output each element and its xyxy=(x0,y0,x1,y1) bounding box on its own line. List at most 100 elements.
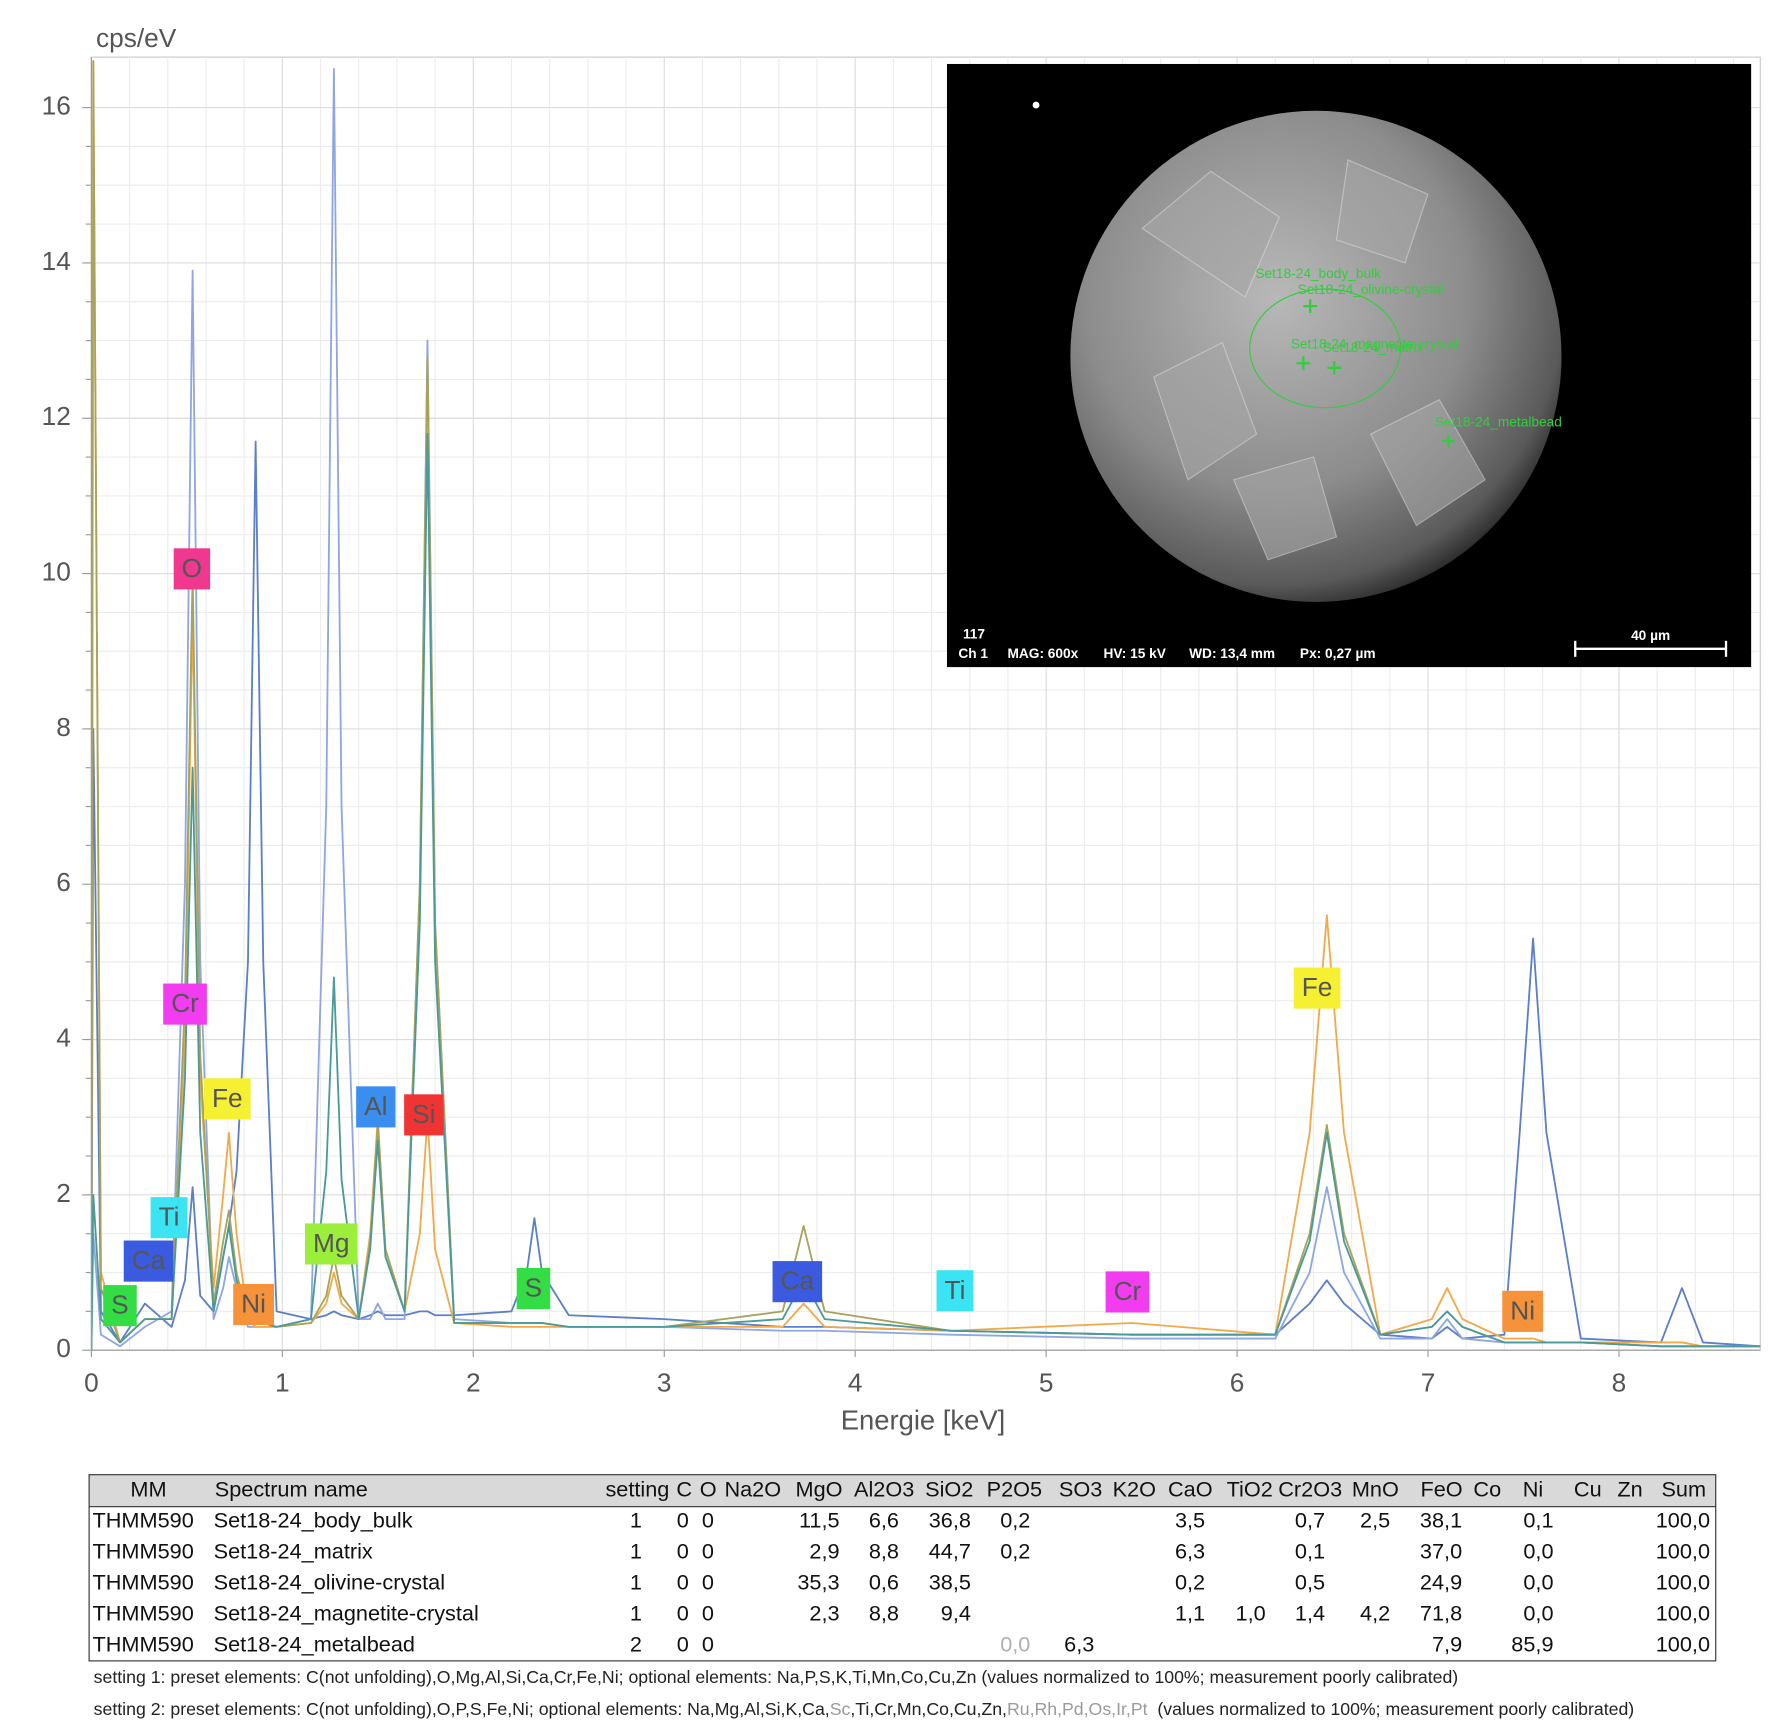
element-label-text: Al xyxy=(364,1091,387,1121)
element-label: Ni xyxy=(233,1283,275,1326)
y-tick-label: 6 xyxy=(56,867,71,897)
table-cell: 8,8 xyxy=(869,1600,899,1625)
sem-image: 40 µm Set18-24_body_bulkSet18-24_olivine… xyxy=(946,63,1752,668)
table-cell: 0 xyxy=(677,1538,689,1563)
element-label-text: Cr xyxy=(171,988,199,1018)
table-note-part: (values normalized to 100%; measurement … xyxy=(1148,1699,1635,1719)
table-cell: 0,5 xyxy=(1295,1569,1325,1594)
table-header-cell: Co xyxy=(1473,1476,1501,1501)
element-label-text: S xyxy=(525,1273,543,1303)
table-header-cell: Ni xyxy=(1523,1476,1543,1501)
element-label: Mg xyxy=(305,1223,358,1265)
element-label-box xyxy=(1105,1271,1150,1313)
table-header-bg xyxy=(89,1474,1716,1507)
y-tick-label: 10 xyxy=(42,557,71,587)
element-label: Ni xyxy=(1502,1290,1544,1332)
table-border xyxy=(88,1474,1717,1662)
table-cell: 100,0 xyxy=(1656,1538,1710,1563)
table-cell: 0,6 xyxy=(869,1569,899,1594)
table-cell: 1,1 xyxy=(1175,1600,1205,1625)
element-label-box xyxy=(404,1094,444,1136)
table-cell: 0,0 xyxy=(1523,1538,1553,1563)
table-header-cell: CaO xyxy=(1168,1476,1213,1501)
element-label: Ti xyxy=(150,1197,188,1239)
sem-info: Px: 0,27 µm xyxy=(1300,646,1376,661)
y-tick-label: 0 xyxy=(56,1333,71,1363)
table-header-cell: Cr2O3 xyxy=(1278,1476,1342,1501)
element-label-box xyxy=(103,1285,137,1327)
table-cell: 6,3 xyxy=(1064,1632,1094,1657)
table-cell: 1 xyxy=(630,1538,642,1563)
x-tick-label: 2 xyxy=(466,1367,481,1397)
table: MM Spectrum name setting C O Na2O MgO Al2O3 SiO2… xyxy=(88,1474,1717,1662)
table-header-cell: Zn xyxy=(1617,1476,1642,1501)
table-cell: 24,9 xyxy=(1420,1569,1462,1594)
table-header-cell: setting xyxy=(605,1476,669,1501)
table-cell: 1,0 xyxy=(1236,1600,1266,1625)
x-tick-label: 4 xyxy=(848,1367,863,1397)
table-note-part: Ru,Rh,Pd,Os,Ir,Pt xyxy=(1007,1699,1148,1719)
table-header-cell: Na2O xyxy=(724,1476,781,1501)
sem-marker-label: Set18-24_magnetite-crystal xyxy=(1291,337,1458,352)
table-cell: Set18-24_metalbead xyxy=(214,1632,415,1657)
table-cell: 85,9 xyxy=(1511,1632,1553,1657)
table-cell: THMM590 xyxy=(93,1569,194,1594)
element-label-text: Fe xyxy=(212,1083,243,1113)
element-label: Cr xyxy=(1105,1271,1150,1313)
table-note-part: setting 1: preset elements: C(not unfold… xyxy=(94,1667,1459,1687)
table-cell: 71,8 xyxy=(1420,1600,1462,1625)
sem-marker-label: Set18-24_body_bulk xyxy=(1255,266,1381,281)
sem-info: HV: 15 kV xyxy=(1103,646,1166,661)
table-header-cell: SO3 xyxy=(1059,1476,1102,1501)
element-label: S xyxy=(103,1285,137,1327)
table-header-cell: MnO xyxy=(1352,1476,1399,1501)
element-label-text: O xyxy=(182,553,202,583)
element-label-box xyxy=(1502,1290,1544,1332)
table-cell: 38,1 xyxy=(1420,1507,1462,1532)
table-header-cell: MgO xyxy=(796,1476,843,1501)
table-note-part: Sc xyxy=(830,1699,851,1719)
table-cell: 8,8 xyxy=(869,1538,899,1563)
table-cell: 0 xyxy=(677,1600,689,1625)
table-cell: 11,5 xyxy=(799,1507,840,1532)
table-cell: 0 xyxy=(677,1569,689,1594)
table-cell: 9,4 xyxy=(941,1600,971,1625)
sem-info: WD: 13,4 mm xyxy=(1189,646,1275,661)
series-group xyxy=(91,60,1761,1351)
table-cell: 1 xyxy=(630,1507,642,1532)
table-header-cell: Cu xyxy=(1574,1476,1602,1501)
table-cell: 36,8 xyxy=(929,1507,971,1532)
element-label-text: Ca xyxy=(132,1245,166,1275)
sem-region xyxy=(1249,288,1402,409)
element-label: Ca xyxy=(123,1240,174,1282)
table-cell: 2,3 xyxy=(809,1600,839,1625)
element-label-text: Ti xyxy=(945,1275,966,1305)
table-cell: 100,0 xyxy=(1656,1507,1710,1532)
element-label-text: Fe xyxy=(1302,972,1333,1002)
table-cell: Set18-24_body_bulk xyxy=(214,1507,413,1532)
y-tick-label: 4 xyxy=(56,1022,71,1052)
element-label: Ti xyxy=(936,1270,974,1312)
table-cell: 3,5 xyxy=(1175,1507,1205,1532)
sem-info: Ch 1 xyxy=(958,646,988,661)
table-cell: 0,7 xyxy=(1295,1507,1325,1532)
table-cell: 35,3 xyxy=(797,1569,839,1594)
table-header-cell: P2O5 xyxy=(987,1476,1042,1501)
table-cell: 0,0 xyxy=(1000,1632,1030,1657)
element-label-text: Ti xyxy=(159,1202,180,1232)
x-tick-label: 3 xyxy=(657,1367,672,1397)
x-tick-label: 7 xyxy=(1421,1367,1436,1397)
x-tick-label: 0 xyxy=(84,1367,99,1397)
table-cell: 6,6 xyxy=(869,1507,899,1532)
table-cell: 100,0 xyxy=(1656,1569,1710,1594)
x-axis-title: Energie [keV] xyxy=(841,1404,1006,1435)
table-cell: 37,0 xyxy=(1420,1538,1462,1563)
y-tick-label: 2 xyxy=(56,1178,71,1208)
table-note: setting 2: preset elements: C(not unfold… xyxy=(94,1699,1635,1719)
table-cell: THMM590 xyxy=(93,1507,194,1532)
table-cell: 0 xyxy=(677,1632,689,1657)
table-header-cell: Al2O3 xyxy=(854,1476,914,1501)
element-label-box xyxy=(150,1197,188,1239)
table-cell: 2 xyxy=(630,1632,642,1657)
